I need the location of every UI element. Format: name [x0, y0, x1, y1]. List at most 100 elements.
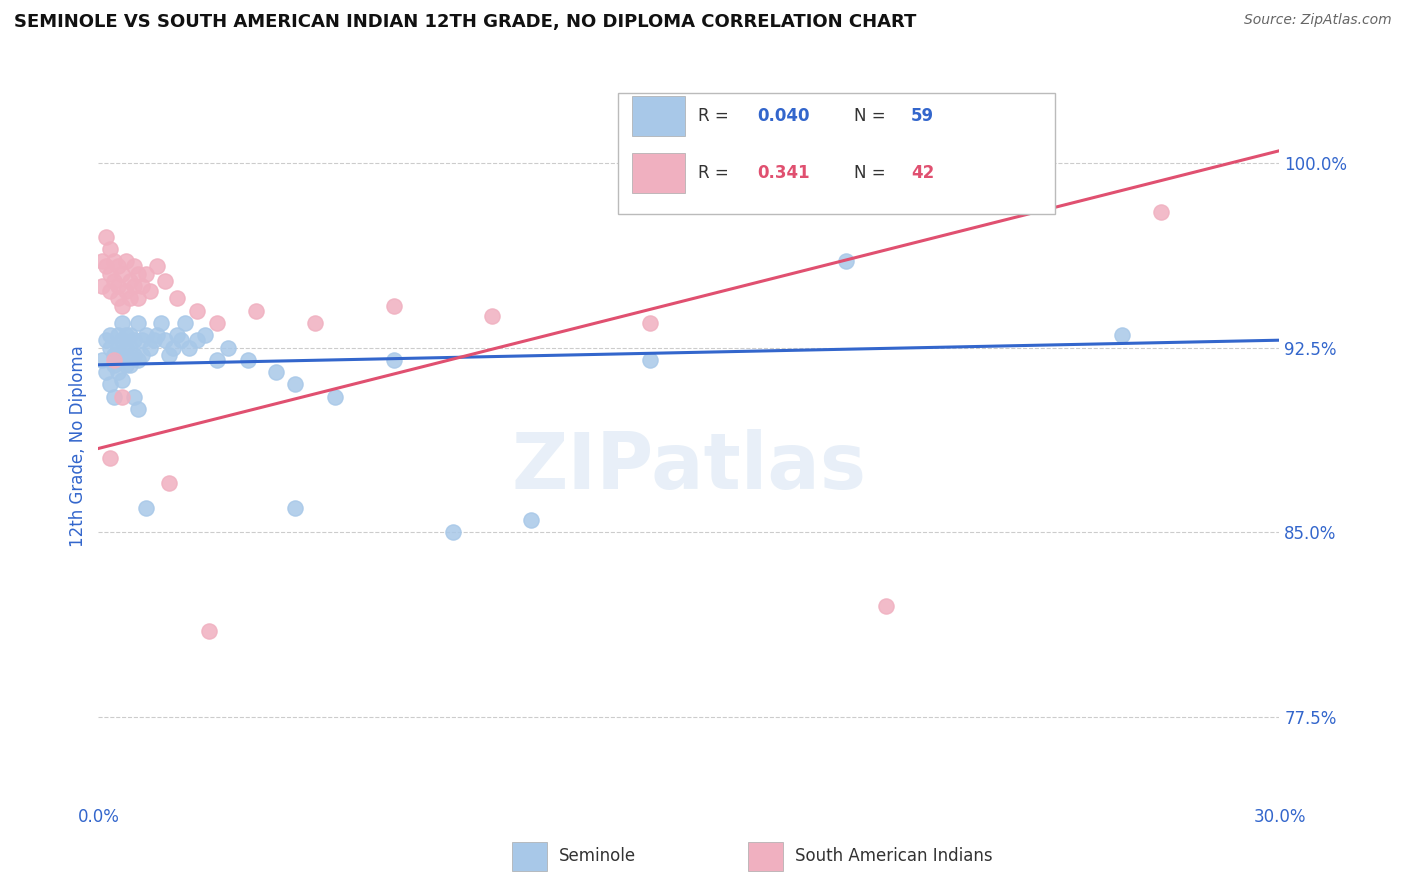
- Point: [91, 279, 114, 293]
- Point: [115, 254, 138, 268]
- Point: [382, 352, 405, 367]
- Point: [111, 373, 134, 387]
- Point: [166, 291, 188, 305]
- FancyBboxPatch shape: [633, 96, 685, 136]
- Point: [146, 260, 169, 274]
- Point: [174, 316, 197, 330]
- Point: [96, 365, 118, 379]
- Point: [98, 328, 121, 343]
- FancyBboxPatch shape: [748, 842, 783, 871]
- Point: [111, 267, 134, 281]
- FancyBboxPatch shape: [633, 153, 685, 193]
- Point: [205, 316, 228, 330]
- Text: South American Indians: South American Indians: [796, 847, 993, 865]
- Point: [91, 254, 114, 268]
- Point: [118, 291, 141, 305]
- Point: [122, 348, 145, 362]
- Point: [96, 260, 118, 274]
- Point: [205, 352, 228, 367]
- Point: [122, 390, 145, 404]
- Point: [103, 274, 125, 288]
- Point: [91, 352, 114, 367]
- Point: [194, 328, 217, 343]
- Point: [115, 328, 138, 343]
- Point: [170, 333, 193, 347]
- Point: [111, 316, 134, 330]
- Point: [323, 390, 346, 404]
- Point: [98, 267, 121, 281]
- Text: ZIPatlas: ZIPatlas: [512, 429, 866, 506]
- Point: [107, 291, 129, 305]
- Point: [122, 260, 145, 274]
- Point: [197, 624, 219, 638]
- Point: [115, 341, 138, 355]
- Point: [236, 352, 259, 367]
- Point: [127, 402, 149, 417]
- Point: [638, 352, 661, 367]
- FancyBboxPatch shape: [512, 842, 547, 871]
- Point: [115, 358, 138, 372]
- Point: [835, 254, 858, 268]
- Text: N =: N =: [855, 107, 891, 125]
- Point: [103, 352, 125, 367]
- Point: [481, 309, 503, 323]
- Point: [127, 352, 149, 367]
- Point: [107, 279, 129, 293]
- Point: [135, 267, 157, 281]
- FancyBboxPatch shape: [619, 93, 1054, 214]
- Point: [98, 284, 121, 298]
- Point: [111, 333, 134, 347]
- Point: [115, 284, 138, 298]
- Y-axis label: 12th Grade, No Diploma: 12th Grade, No Diploma: [69, 345, 87, 547]
- Point: [1111, 328, 1133, 343]
- Point: [111, 299, 134, 313]
- Point: [103, 390, 125, 404]
- Point: [127, 291, 149, 305]
- Point: [217, 341, 239, 355]
- Text: 0.341: 0.341: [758, 164, 810, 182]
- Point: [111, 390, 134, 404]
- Text: 0.040: 0.040: [758, 107, 810, 125]
- Point: [138, 341, 160, 355]
- Point: [155, 274, 177, 288]
- Point: [96, 230, 118, 244]
- Text: N =: N =: [855, 164, 891, 182]
- Point: [441, 525, 464, 540]
- Point: [304, 316, 326, 330]
- Point: [186, 303, 208, 318]
- Point: [135, 328, 157, 343]
- Text: 59: 59: [911, 107, 934, 125]
- Point: [146, 328, 169, 343]
- Point: [150, 316, 173, 330]
- Point: [103, 254, 125, 268]
- Point: [131, 279, 153, 293]
- Point: [162, 341, 184, 355]
- Point: [138, 284, 160, 298]
- Point: [131, 348, 153, 362]
- Point: [98, 341, 121, 355]
- Point: [264, 365, 287, 379]
- Point: [107, 260, 129, 274]
- Point: [118, 328, 141, 343]
- Point: [638, 316, 661, 330]
- Text: R =: R =: [699, 107, 734, 125]
- Point: [122, 279, 145, 293]
- Point: [166, 328, 188, 343]
- Point: [118, 274, 141, 288]
- Point: [1150, 205, 1173, 219]
- Point: [157, 348, 180, 362]
- Point: [127, 267, 149, 281]
- Point: [107, 352, 129, 367]
- Point: [382, 299, 405, 313]
- Point: [142, 333, 165, 347]
- Point: [520, 513, 543, 527]
- Point: [284, 500, 307, 515]
- Point: [177, 341, 200, 355]
- Point: [122, 333, 145, 347]
- Text: 42: 42: [911, 164, 934, 182]
- Point: [107, 341, 129, 355]
- Point: [103, 358, 125, 372]
- Point: [111, 348, 134, 362]
- Point: [245, 303, 267, 318]
- Point: [284, 377, 307, 392]
